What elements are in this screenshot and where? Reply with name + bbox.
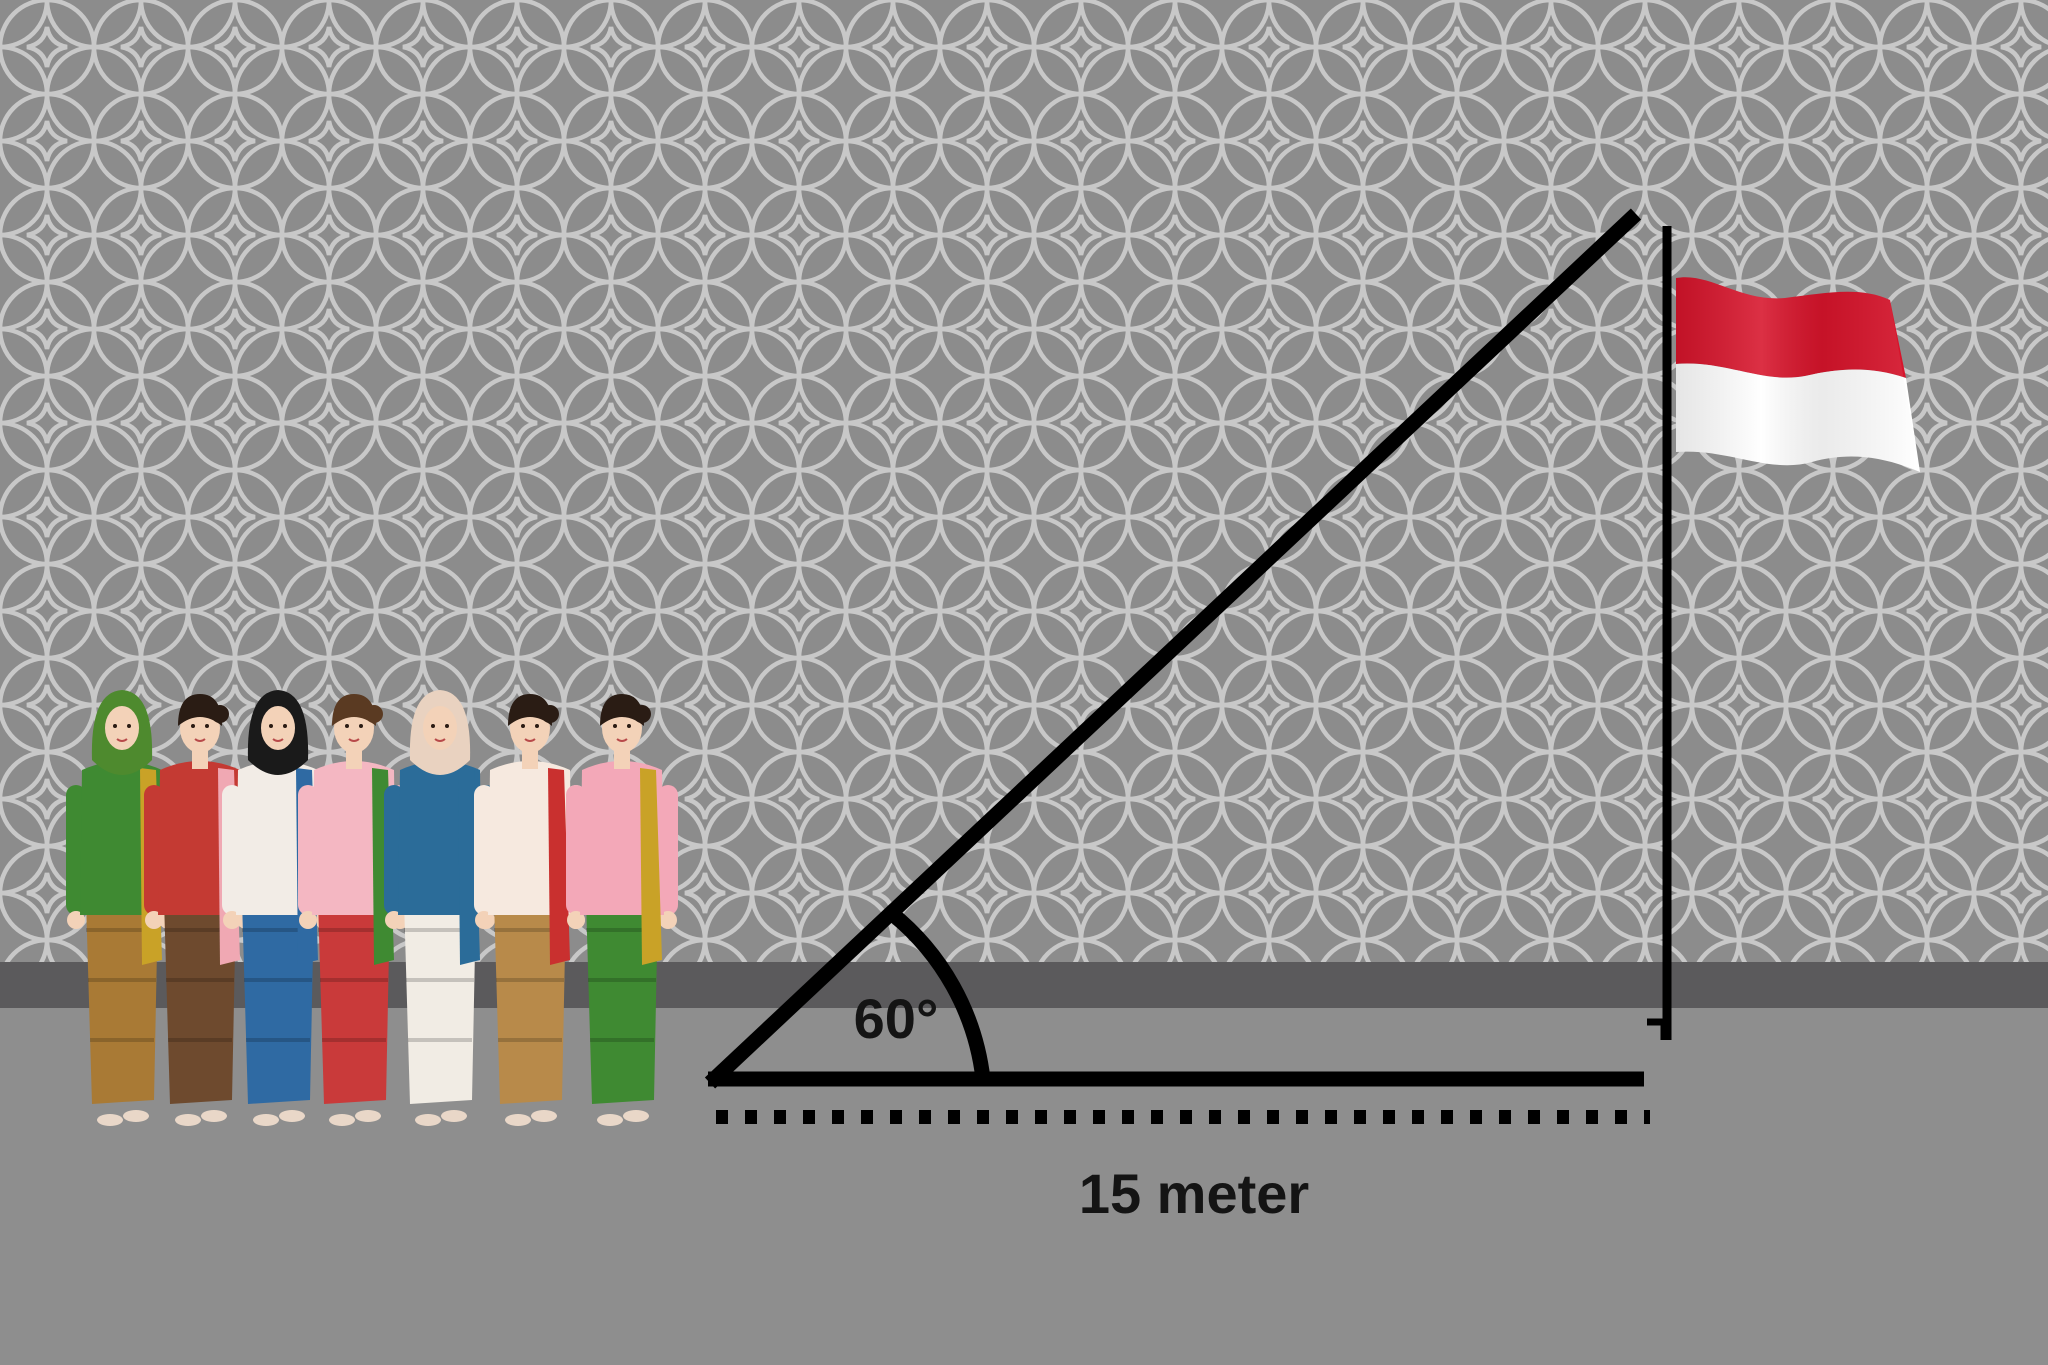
shoe	[123, 1110, 149, 1122]
eye	[269, 724, 273, 728]
hair	[178, 694, 222, 726]
shoe	[415, 1114, 441, 1126]
angle-arc	[885, 906, 991, 1080]
shoe	[253, 1114, 279, 1126]
mouth	[616, 738, 628, 742]
sarong	[586, 900, 658, 1104]
hand	[659, 911, 677, 929]
eye	[205, 724, 209, 728]
hair-bun	[211, 705, 229, 723]
mouth	[116, 738, 128, 742]
shoe	[97, 1114, 123, 1126]
face	[261, 706, 295, 750]
sarong	[318, 900, 390, 1104]
hair-bun	[365, 705, 383, 723]
hand	[145, 911, 163, 929]
shoe	[201, 1110, 227, 1122]
shoe	[355, 1110, 381, 1122]
sarong	[242, 900, 314, 1104]
right-triangle	[704, 208, 1668, 1124]
sarong	[404, 900, 476, 1104]
eye	[283, 724, 287, 728]
flag-shading	[1676, 277, 1920, 472]
shoe	[623, 1110, 649, 1122]
eye	[445, 724, 449, 728]
eye	[535, 724, 539, 728]
eye	[127, 724, 131, 728]
hair	[508, 694, 552, 726]
eye	[521, 724, 525, 728]
sarong	[86, 900, 158, 1104]
flagpole-with-flag	[1662, 226, 1920, 1040]
mouth	[434, 738, 446, 742]
hand	[385, 911, 403, 929]
selendang-scarf	[640, 768, 662, 965]
mouth	[194, 738, 206, 742]
hand	[475, 911, 493, 929]
right-angle-marker	[1647, 1018, 1668, 1040]
eye	[431, 724, 435, 728]
eye	[359, 724, 363, 728]
hand	[299, 911, 317, 929]
hair	[332, 694, 376, 726]
hypotenuse-line	[704, 208, 1642, 1089]
shoe	[597, 1114, 623, 1126]
eye	[627, 724, 631, 728]
shoe	[441, 1110, 467, 1122]
shoe	[175, 1114, 201, 1126]
shoe	[505, 1114, 531, 1126]
eye	[113, 724, 117, 728]
sarong	[164, 900, 236, 1104]
shoe	[531, 1110, 557, 1122]
selendang-scarf	[548, 768, 570, 965]
hair-bun	[541, 705, 559, 723]
sarong	[494, 900, 566, 1104]
face	[423, 706, 457, 750]
eye	[191, 724, 195, 728]
mouth	[524, 738, 536, 742]
angle-label: 60°	[854, 987, 939, 1050]
distance-label: 15 meter	[1079, 1162, 1309, 1225]
shoe	[329, 1114, 355, 1126]
eye	[345, 724, 349, 728]
hair-bun	[633, 705, 651, 723]
eye	[613, 724, 617, 728]
mouth	[272, 738, 284, 742]
face	[105, 706, 139, 750]
mouth	[348, 738, 360, 742]
woman-7	[566, 694, 678, 1126]
shoe	[279, 1110, 305, 1122]
hand	[67, 911, 85, 929]
hand	[223, 911, 241, 929]
hand	[567, 911, 585, 929]
hair	[600, 694, 644, 726]
woman-4	[298, 694, 410, 1126]
group-of-women-in-kebaya	[66, 690, 678, 1126]
